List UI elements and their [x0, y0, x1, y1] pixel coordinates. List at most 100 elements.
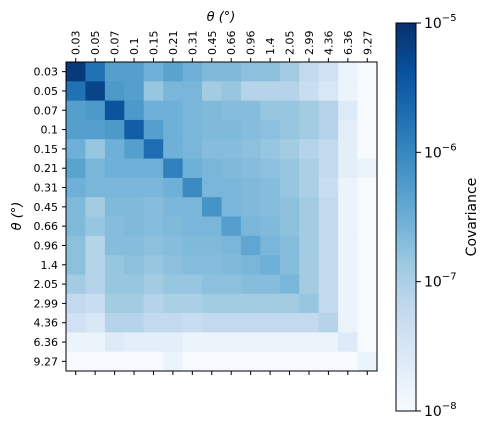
- heatmap-cell: [163, 119, 184, 140]
- heatmap-cell: [260, 62, 281, 82]
- heatmap-cell: [143, 197, 164, 217]
- colorbar-tick-exponent: −5: [442, 13, 457, 24]
- heatmap-cell: [357, 81, 378, 102]
- heatmap-cell: [338, 119, 358, 140]
- heatmap-cell: [357, 139, 378, 159]
- y-tick-label: 4.36: [34, 317, 59, 330]
- heatmap-cell: [318, 235, 339, 256]
- heatmap-cell: [260, 197, 281, 217]
- heatmap-cell: [318, 81, 339, 102]
- heatmap-cell: [104, 62, 125, 82]
- colorbar-gradient: [396, 23, 416, 411]
- heatmap-cell: [338, 255, 358, 275]
- heatmap-cell: [299, 274, 320, 295]
- heatmap-cell: [221, 216, 242, 237]
- heatmap-cell: [221, 255, 242, 275]
- heatmap-cell: [338, 274, 358, 295]
- heatmap-cell: [104, 313, 125, 333]
- x-tick-label: 4.36: [322, 31, 335, 56]
- heatmap-cell: [318, 313, 339, 333]
- heatmap-cell: [357, 351, 378, 372]
- heatmap-cell: [338, 216, 358, 237]
- heatmap-cell: [163, 158, 184, 179]
- heatmap-cell: [182, 313, 203, 333]
- heatmap-cell: [338, 197, 358, 217]
- heatmap-cell: [279, 100, 300, 121]
- heatmap-cell: [124, 81, 145, 102]
- heatmap-cell: [104, 293, 125, 314]
- x-tick-label: 6.36: [342, 31, 355, 56]
- heatmap-cell: [221, 313, 242, 333]
- heatmap-cell: [104, 197, 125, 217]
- heatmap-cell: [221, 293, 242, 314]
- heatmap-cell: [124, 158, 145, 179]
- heatmap-cell: [318, 274, 339, 295]
- heatmap-cell: [318, 351, 339, 372]
- heatmap-cell: [318, 139, 339, 159]
- heatmap-cell: [357, 197, 378, 217]
- heatmap-cell: [299, 255, 320, 275]
- heatmap-cell: [66, 216, 86, 237]
- heatmap-cell: [124, 139, 145, 159]
- heatmap-cell: [66, 177, 86, 198]
- heatmap-cell: [260, 158, 281, 179]
- heatmap-cell: [85, 81, 106, 102]
- heatmap-cell: [104, 119, 125, 140]
- heatmap-cell: [143, 158, 164, 179]
- heatmap-cell: [104, 351, 125, 372]
- heatmap-cell: [240, 81, 261, 102]
- heatmap-cell: [260, 139, 281, 159]
- heatmap-cell: [202, 119, 222, 140]
- heatmap-cell: [104, 216, 125, 237]
- heatmap-cell: [182, 235, 203, 256]
- y-tick-label: 6.36: [34, 336, 59, 349]
- heatmap-cell: [357, 235, 378, 256]
- heatmap-cell: [260, 177, 281, 198]
- heatmap-cell: [260, 351, 281, 372]
- heatmap-cell: [221, 332, 242, 353]
- heatmap-frame: [65, 61, 378, 372]
- heatmap-cell: [357, 274, 378, 295]
- heatmap-cell: [299, 293, 320, 314]
- x-tick-label: 2.05: [284, 31, 297, 56]
- heatmap-cell: [299, 62, 320, 82]
- heatmap-cell: [124, 313, 145, 333]
- heatmap-cell: [221, 119, 242, 140]
- heatmap-cell: [221, 100, 242, 121]
- heatmap-cell: [85, 197, 106, 217]
- x-tick-label: 0.45: [206, 31, 219, 56]
- heatmap-cell: [163, 255, 184, 275]
- heatmap-cell: [104, 332, 125, 353]
- colorbar-tick-exponent: −8: [442, 401, 457, 412]
- heatmap-cell: [182, 158, 203, 179]
- colorbar-label: Covariance: [464, 178, 480, 257]
- heatmap-cell: [104, 177, 125, 198]
- heatmap-cell: [85, 293, 106, 314]
- x-tick-label: 2.99: [303, 31, 316, 56]
- heatmap-cell: [260, 274, 281, 295]
- colorbar-tick-exponent: −7: [442, 272, 457, 283]
- heatmap-cell: [182, 62, 203, 82]
- heatmap-cell: [279, 119, 300, 140]
- heatmap-cell: [221, 274, 242, 295]
- x-tick-label: 0.07: [109, 31, 122, 56]
- heatmap-cell: [299, 158, 320, 179]
- heatmap-cell: [338, 293, 358, 314]
- y-tick-label: 0.21: [34, 162, 59, 175]
- colorbar-tick-base: 10: [424, 145, 442, 161]
- heatmap-cell: [85, 119, 106, 140]
- heatmap-cell: [104, 235, 125, 256]
- heatmap-cell: [124, 216, 145, 237]
- heatmap-cells: [66, 62, 378, 372]
- heatmap-cell: [299, 139, 320, 159]
- heatmap-cell: [221, 177, 242, 198]
- y-tick-label: 0.15: [34, 143, 59, 156]
- y-axis-ticks: 0.03 0.05 0.07 0.1 0.15 0.21 0.31 0.45 0.66 0.96 1…: [34, 66, 66, 368]
- heatmap-cell: [260, 313, 281, 333]
- heatmap-cell: [163, 100, 184, 121]
- heatmap-cell: [338, 158, 358, 179]
- heatmap-cell: [182, 197, 203, 217]
- heatmap-cell: [66, 100, 86, 121]
- colorbar-tick-base: 10: [424, 404, 442, 420]
- heatmap-cell: [143, 332, 164, 353]
